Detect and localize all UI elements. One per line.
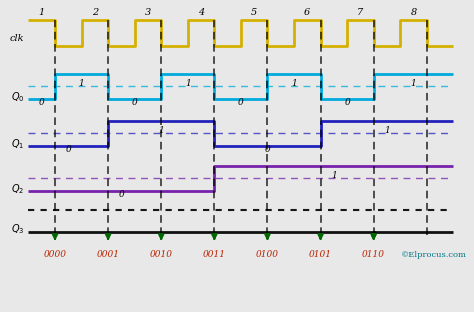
Text: 0000: 0000 (44, 250, 66, 259)
Text: 8: 8 (410, 8, 417, 17)
Text: 0101: 0101 (309, 250, 332, 259)
Text: 1: 1 (158, 126, 164, 135)
Text: 0110: 0110 (362, 250, 385, 259)
Text: 0011: 0011 (203, 250, 226, 259)
Text: 0: 0 (371, 231, 376, 240)
Text: $Q_2$: $Q_2$ (11, 182, 24, 196)
Text: 0: 0 (264, 145, 270, 154)
Text: $Q_1$: $Q_1$ (11, 137, 24, 151)
Text: 0001: 0001 (97, 250, 119, 259)
Text: 2: 2 (91, 8, 98, 17)
Text: clk: clk (9, 33, 24, 42)
Text: ©Elprocus.com: ©Elprocus.com (401, 251, 466, 259)
Text: 0100: 0100 (256, 250, 279, 259)
Text: 0: 0 (39, 98, 45, 107)
Text: 0: 0 (118, 190, 124, 199)
Text: 1: 1 (185, 79, 191, 88)
Text: 5: 5 (251, 8, 257, 17)
Text: 0010: 0010 (150, 250, 173, 259)
Text: 6: 6 (304, 8, 310, 17)
Text: 4: 4 (198, 8, 204, 17)
Text: 3: 3 (145, 8, 151, 17)
Text: 1: 1 (291, 79, 297, 88)
Text: 1: 1 (331, 171, 337, 180)
Text: $Q_0$: $Q_0$ (10, 90, 24, 104)
Text: 0: 0 (132, 98, 137, 107)
Text: 0: 0 (344, 98, 350, 107)
Text: 1: 1 (410, 79, 416, 88)
Text: 0: 0 (65, 145, 71, 154)
Text: 1: 1 (79, 79, 84, 88)
Text: 1: 1 (38, 8, 45, 17)
Text: 1: 1 (384, 126, 390, 135)
Text: 7: 7 (357, 8, 364, 17)
Text: $Q_3$: $Q_3$ (11, 222, 24, 236)
Text: 0: 0 (238, 98, 244, 107)
